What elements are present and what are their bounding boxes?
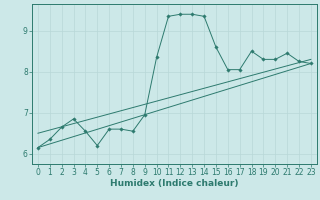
X-axis label: Humidex (Indice chaleur): Humidex (Indice chaleur) <box>110 179 239 188</box>
